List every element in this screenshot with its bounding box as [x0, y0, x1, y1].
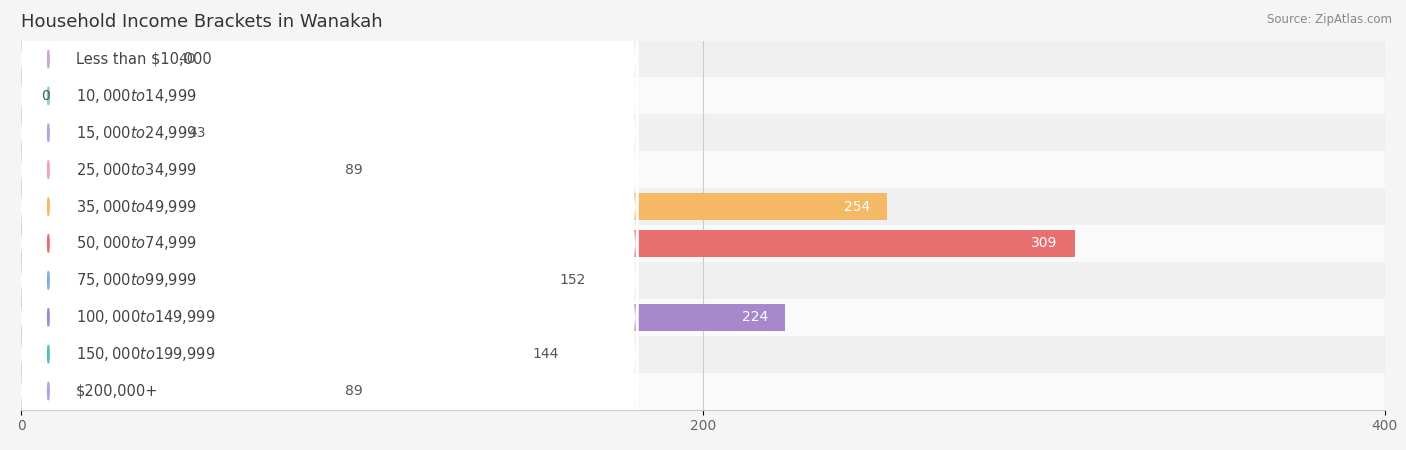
FancyBboxPatch shape: [18, 0, 638, 196]
Bar: [21, 77, 1385, 114]
Text: $25,000 to $34,999: $25,000 to $34,999: [76, 161, 197, 179]
Text: $200,000+: $200,000+: [76, 383, 157, 399]
Bar: [21, 267, 540, 294]
FancyBboxPatch shape: [18, 0, 638, 233]
Bar: [21, 304, 785, 331]
Circle shape: [48, 50, 49, 68]
Text: 0: 0: [42, 89, 51, 103]
Text: 309: 309: [1031, 236, 1057, 251]
FancyBboxPatch shape: [18, 144, 638, 417]
Bar: [21, 40, 1385, 77]
FancyBboxPatch shape: [18, 107, 638, 380]
Circle shape: [48, 87, 49, 105]
Text: 224: 224: [741, 310, 768, 324]
Text: $15,000 to $24,999: $15,000 to $24,999: [76, 124, 197, 142]
Text: $50,000 to $74,999: $50,000 to $74,999: [76, 234, 197, 252]
Text: 40: 40: [179, 52, 195, 66]
Bar: [21, 336, 1385, 373]
Circle shape: [48, 161, 49, 179]
Circle shape: [48, 198, 49, 216]
Circle shape: [48, 271, 49, 289]
Bar: [21, 230, 1074, 257]
FancyBboxPatch shape: [18, 33, 638, 306]
Text: Less than $10,000: Less than $10,000: [76, 51, 211, 67]
FancyBboxPatch shape: [18, 70, 638, 343]
Text: Household Income Brackets in Wanakah: Household Income Brackets in Wanakah: [21, 13, 382, 31]
Text: 89: 89: [344, 162, 363, 177]
Text: 43: 43: [188, 126, 205, 140]
Text: 89: 89: [344, 384, 363, 398]
Bar: [21, 188, 1385, 225]
Bar: [21, 373, 1385, 410]
Bar: [21, 45, 157, 72]
Bar: [21, 299, 1385, 336]
Text: $75,000 to $99,999: $75,000 to $99,999: [76, 271, 197, 289]
Circle shape: [48, 345, 49, 363]
Bar: [21, 119, 167, 146]
Bar: [21, 114, 1385, 151]
Bar: [21, 341, 512, 368]
Circle shape: [48, 308, 49, 326]
FancyBboxPatch shape: [18, 180, 638, 450]
Bar: [21, 156, 325, 183]
Text: 152: 152: [560, 273, 586, 288]
Bar: [21, 193, 887, 220]
Circle shape: [48, 124, 49, 142]
Text: 144: 144: [533, 347, 560, 361]
Text: Source: ZipAtlas.com: Source: ZipAtlas.com: [1267, 14, 1392, 27]
Text: $100,000 to $149,999: $100,000 to $149,999: [76, 308, 215, 326]
Bar: [21, 151, 1385, 188]
Circle shape: [48, 234, 49, 252]
Bar: [21, 378, 325, 405]
Text: $10,000 to $14,999: $10,000 to $14,999: [76, 87, 197, 105]
FancyBboxPatch shape: [18, 254, 638, 450]
Text: 254: 254: [844, 199, 870, 214]
FancyBboxPatch shape: [18, 217, 638, 450]
Bar: [21, 262, 1385, 299]
Circle shape: [48, 382, 49, 400]
Text: $35,000 to $49,999: $35,000 to $49,999: [76, 198, 197, 216]
Bar: [21, 225, 1385, 262]
FancyBboxPatch shape: [18, 0, 638, 270]
Text: $150,000 to $199,999: $150,000 to $199,999: [76, 345, 215, 363]
